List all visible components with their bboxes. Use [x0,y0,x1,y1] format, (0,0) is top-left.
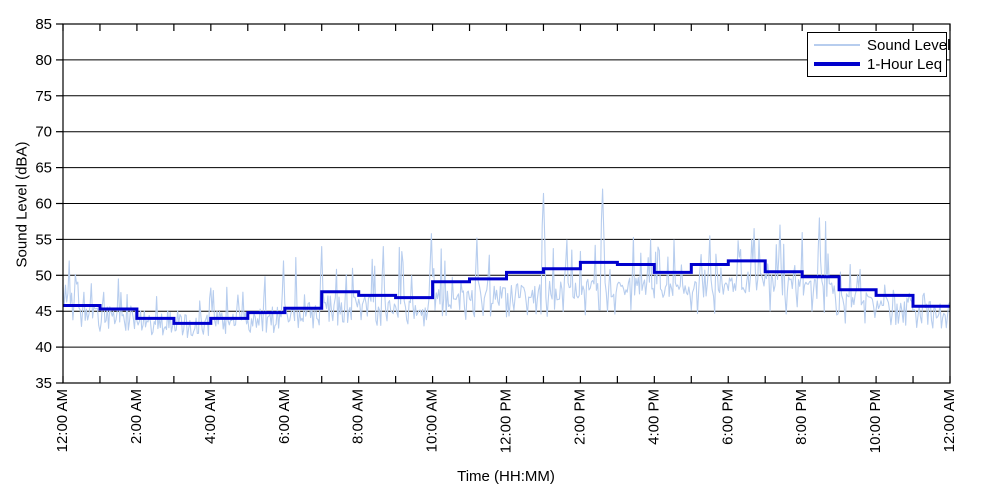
x-tick-label: 12:00 AM [941,389,958,452]
x-tick-label: 4:00 AM [202,389,219,444]
y-tick-label: 45 [35,303,52,320]
x-tick-label: 6:00 PM [719,389,736,445]
x-tick-label: 2:00 PM [571,389,588,445]
y-tick-label: 50 [35,267,52,284]
x-tick-label: 2:00 AM [128,389,145,444]
legend-label-sound-level: Sound Level [867,36,951,54]
y-tick-label: 75 [35,88,52,105]
y-tick-label: 35 [35,375,52,392]
sound-level-line-swatch [814,44,860,46]
x-tick-label: 12:00 PM [498,389,515,453]
leq-step-line [63,259,950,325]
x-tick-label: 4:00 PM [645,389,662,445]
y-tick-label: 70 [35,124,52,141]
y-tick-label: 65 [35,160,52,177]
y-tick-label: 40 [35,339,52,356]
y-tick-label: 85 [35,16,52,33]
x-tick-label: 10:00 PM [867,389,884,453]
y-tick-label: 55 [35,231,52,248]
y-tick-label: 80 [35,52,52,69]
sound-level-trace [62,188,951,339]
legend-item-sound-level: Sound Level [814,36,950,54]
y-axis-title: Sound Level (dBA) [13,141,31,268]
x-tick-label: 8:00 AM [350,389,367,444]
x-tick-label: 10:00 AM [424,389,441,452]
leq-line-swatch [814,62,860,66]
legend-item-leq: 1-Hour Leq [814,55,943,73]
y-tick-label: 60 [35,196,52,213]
legend-label-leq: 1-Hour Leq [867,55,943,73]
x-tick-label: 6:00 AM [276,389,293,444]
legend: Sound Level 1-Hour Leq [807,32,950,77]
x-tick-label: 8:00 PM [793,389,810,445]
x-tick-label: 12:00 AM [54,389,71,452]
x-axis-title: Time (HH:MM) [457,468,555,485]
